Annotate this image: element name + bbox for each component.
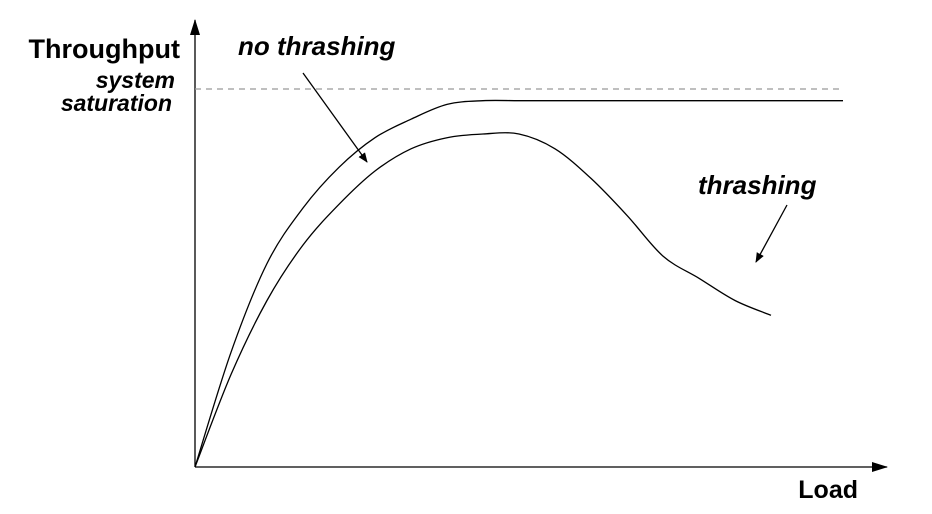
saturation-label-line2: saturation xyxy=(61,90,172,116)
thrashing-arrow xyxy=(755,204,788,263)
no-thrashing-arrow xyxy=(302,72,368,163)
series-line-thrashing xyxy=(194,132,772,468)
no-thrashing-label: no thrashing xyxy=(238,31,396,61)
y-axis-label: Throughput xyxy=(29,34,180,64)
saturation-label-line1: system xyxy=(96,67,175,93)
series-line-no-thrashing xyxy=(194,99,843,468)
thrashing-label: thrashing xyxy=(698,170,817,200)
x-axis-label: Load xyxy=(798,476,858,504)
